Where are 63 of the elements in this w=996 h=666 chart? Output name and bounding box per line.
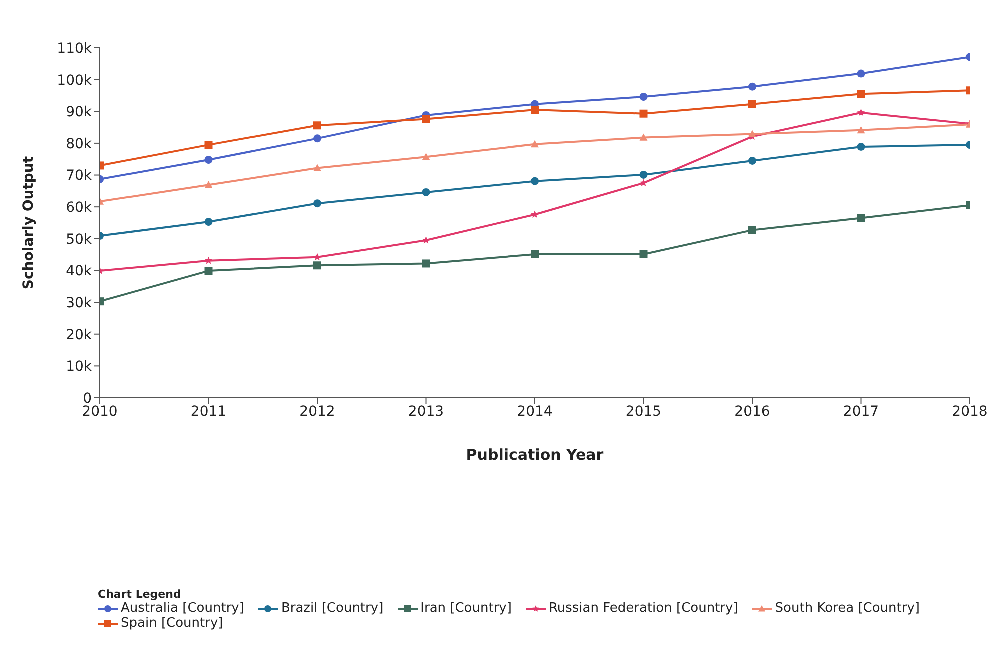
y-tick-label: 20k xyxy=(66,327,93,344)
point xyxy=(640,110,648,118)
y-tick-label: 10k xyxy=(66,359,93,376)
point xyxy=(640,134,648,141)
legend-label: Spain [Country] xyxy=(121,616,224,631)
x-tick-label: 2011 xyxy=(190,404,227,420)
y-tick-label: 90k xyxy=(66,104,93,121)
point xyxy=(857,214,866,222)
y-tick-label: 100k xyxy=(57,72,93,89)
point xyxy=(857,90,866,98)
y-axis-title: Scholarly Output xyxy=(20,156,37,290)
point xyxy=(204,181,213,188)
point xyxy=(204,267,213,276)
point xyxy=(640,170,648,179)
y-tick-label: 80k xyxy=(66,136,93,152)
legend-label: Australia [Country] xyxy=(121,601,244,616)
x-axis-title: Publication Year xyxy=(466,446,604,464)
point xyxy=(204,141,213,150)
point xyxy=(204,218,213,226)
point xyxy=(422,188,430,196)
point xyxy=(422,153,430,160)
y-tick-label: 60k xyxy=(66,200,93,216)
x-tick-label: 2017 xyxy=(843,404,880,420)
point xyxy=(204,156,213,164)
x-tick-label: 2014 xyxy=(517,404,553,420)
x-tick-label: 2015 xyxy=(626,404,662,420)
point xyxy=(640,93,648,101)
y-tick-label: 50k xyxy=(66,232,93,248)
legend-label: South Korea [Country] xyxy=(775,601,920,616)
y-tick-label: 70k xyxy=(66,168,93,184)
point xyxy=(422,115,430,124)
point xyxy=(748,100,756,108)
point xyxy=(531,106,539,114)
point xyxy=(857,108,866,116)
point xyxy=(640,250,648,258)
point xyxy=(857,70,866,78)
legend-label: Russian Federation [Country] xyxy=(548,601,738,616)
legend-label: Iran [Country] xyxy=(420,601,512,616)
y-tick-label: 110k xyxy=(57,40,93,57)
point xyxy=(531,140,539,148)
x-tick-label: 2018 xyxy=(952,404,988,420)
x-tick-label: 2016 xyxy=(734,404,770,420)
point xyxy=(531,177,539,186)
point xyxy=(857,126,866,134)
point xyxy=(857,142,866,151)
point xyxy=(204,256,213,264)
point xyxy=(314,164,322,172)
point xyxy=(314,134,322,143)
point xyxy=(531,250,539,258)
point xyxy=(314,122,322,130)
y-tick-label: 40k xyxy=(66,264,93,280)
point xyxy=(314,262,322,270)
point xyxy=(748,156,756,165)
legend-label: Brazil [Country] xyxy=(281,601,384,616)
legend-title: Chart Legend xyxy=(98,588,182,601)
point xyxy=(748,82,756,91)
point xyxy=(748,130,756,138)
point xyxy=(422,260,430,268)
x-tick-label: 2013 xyxy=(408,404,444,420)
x-tick-label: 2012 xyxy=(300,404,336,420)
y-tick-label: 30k xyxy=(66,296,93,312)
point xyxy=(314,200,322,208)
point xyxy=(748,226,756,234)
